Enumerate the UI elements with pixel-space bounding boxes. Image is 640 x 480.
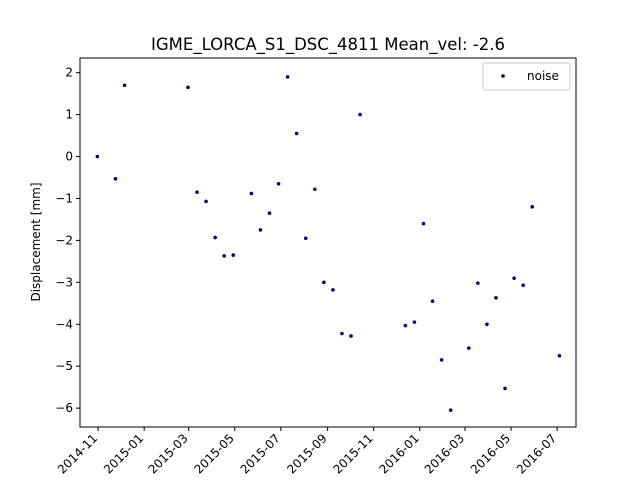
y-tick-label: −5 <box>55 359 73 373</box>
data-point <box>213 235 217 240</box>
data-point <box>322 280 326 285</box>
data-point <box>249 191 254 196</box>
legend: noise <box>482 62 571 91</box>
data-point <box>312 187 317 192</box>
y-tick-label: −1 <box>55 191 73 205</box>
data-point <box>358 112 362 117</box>
data-point <box>267 211 272 215</box>
data-point <box>512 276 516 280</box>
y-tick-label: −2 <box>55 233 73 247</box>
data-point <box>430 299 435 304</box>
legend-box <box>482 62 571 91</box>
data-point <box>222 254 226 258</box>
data-point <box>485 322 489 327</box>
legend-marker <box>501 74 505 78</box>
data-point <box>494 296 498 300</box>
y-axis: 2 1 0 −1 −2 −3 −4 −5 −6 <box>55 66 80 415</box>
data-point <box>421 221 426 226</box>
data-point <box>294 131 299 136</box>
data-point <box>186 85 190 90</box>
data-point <box>557 353 562 358</box>
data-point <box>331 288 335 292</box>
y-tick-label: 2 <box>65 66 73 80</box>
data-point <box>285 75 290 79</box>
data-point <box>231 253 236 257</box>
data-point <box>204 199 208 204</box>
data-point <box>466 346 471 350</box>
data-point <box>448 408 453 413</box>
data-points <box>95 75 562 413</box>
data-point <box>95 154 100 159</box>
data-point <box>503 386 507 391</box>
data-point <box>476 281 480 285</box>
y-tick-label: 1 <box>65 108 73 122</box>
data-point <box>412 320 417 324</box>
data-point <box>195 190 199 194</box>
chart-title: IGME_LORCA_S1_DSC_4811 Mean_vel: -2.6 <box>151 35 505 55</box>
data-point <box>521 283 525 288</box>
data-point <box>349 334 353 338</box>
data-point <box>439 358 444 362</box>
data-point <box>258 228 263 232</box>
data-point <box>403 323 408 328</box>
data-point <box>340 331 344 336</box>
data-point <box>122 83 127 88</box>
data-point <box>113 176 118 181</box>
y-tick-label: −6 <box>55 401 73 415</box>
y-tick-label: −3 <box>55 275 73 289</box>
data-point <box>303 236 308 241</box>
y-tick-label: −4 <box>55 317 73 331</box>
y-tick-label: 0 <box>65 150 73 164</box>
y-axis-label: Displacement [mm] <box>29 182 43 301</box>
legend-label: noise <box>527 69 559 83</box>
data-point <box>276 181 281 186</box>
data-point <box>530 205 535 209</box>
